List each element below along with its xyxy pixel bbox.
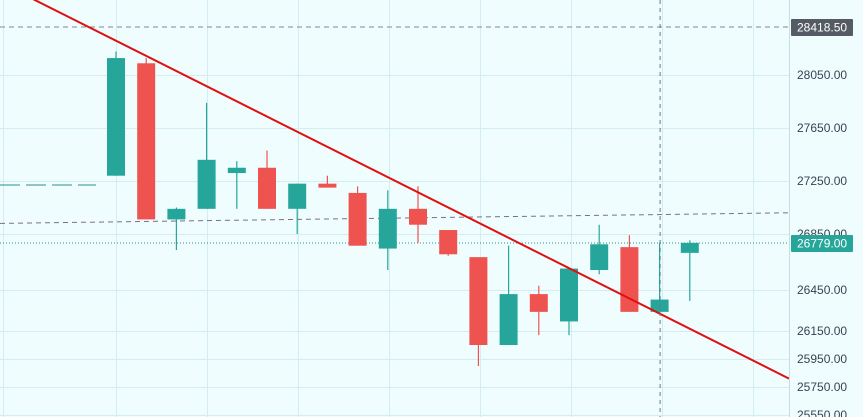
candle-up: [680, 242, 699, 253]
candle-down: [409, 208, 427, 225]
trendline: [32, 0, 790, 380]
current-price-label: 26779.00: [797, 237, 847, 251]
price-tick-label: 25750.00: [797, 380, 847, 394]
candle-down: [258, 167, 276, 209]
price-tick-label: 27250.00: [797, 174, 847, 188]
price-tick-label: 25950.00: [797, 352, 847, 366]
price-tick-label: 26450.00: [797, 283, 847, 297]
candle-down: [318, 183, 337, 188]
price-tick-label: 28050.00: [797, 68, 847, 82]
candle-up: [197, 159, 216, 209]
candle-down: [137, 63, 156, 220]
candle-up: [590, 244, 609, 270]
candle-up: [107, 58, 125, 176]
candle-up: [499, 294, 518, 345]
candle-up: [227, 167, 246, 174]
current-price-badge: [791, 235, 853, 252]
candle-up: [560, 268, 578, 322]
price-tick-label: 26150.00: [797, 324, 847, 338]
candle-up: [167, 208, 186, 220]
support-line: [0, 212, 790, 224]
candles: [107, 51, 699, 366]
candle-down: [439, 230, 458, 255]
price-tick-label: 27650.00: [797, 121, 847, 135]
candle-down: [529, 294, 548, 312]
candle-up: [288, 183, 307, 209]
candle-down: [469, 257, 488, 345]
price-axis[interactable]: 28050.0027650.0027250.0026850.0026450.00…: [791, 19, 853, 417]
price-tick-label: 25550.00: [797, 408, 847, 417]
reference-price-label: 28418.50: [797, 21, 847, 35]
candle-down: [348, 192, 367, 246]
candle-up: [378, 208, 397, 249]
price-levels: [0, 26, 790, 244]
trendline-layer: [32, 0, 790, 380]
reference-price-badge: [791, 19, 853, 36]
